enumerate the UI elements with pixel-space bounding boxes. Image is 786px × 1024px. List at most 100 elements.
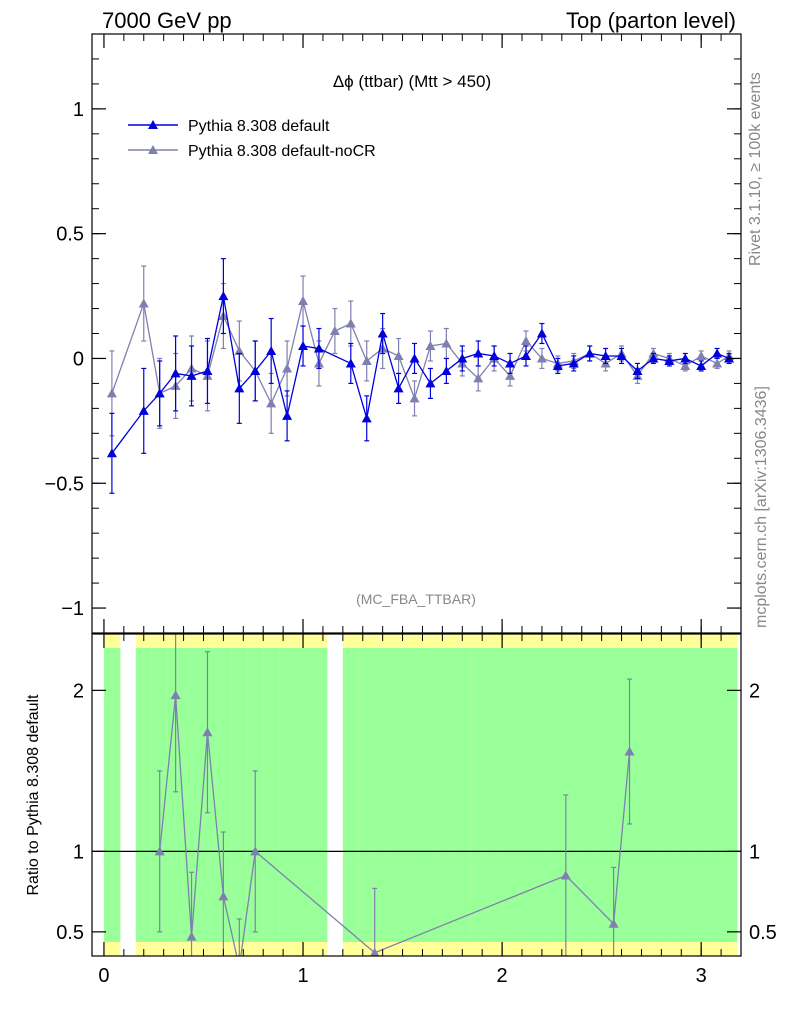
band-green [693,648,710,942]
band-green [613,648,631,942]
band-green [215,648,232,942]
band-green [135,648,153,942]
band-green [406,648,423,942]
ratio-nocr-point [218,891,229,901]
bottom-frame [91,633,742,957]
band-green [518,648,535,942]
series-nocr-point [361,355,372,365]
series-nocr-point [298,296,309,306]
ratio-nocr-point [186,931,197,941]
band-green [390,648,408,942]
series-default-point [616,350,627,360]
ratio-nocr-point [370,947,380,956]
band-green [661,648,678,942]
series-default-point [457,353,468,363]
main-plot: Δϕ (ttbar) (Mtt > 450) (MC_FBA_TTBAR) Py… [45,33,742,634]
x-tick-label: 0 [98,965,109,987]
series-default-point [186,370,197,380]
y-tick-label: 0.5 [56,224,84,246]
series-default-point [361,413,372,423]
series-nocr-point [138,298,149,308]
series-default-point [489,350,500,360]
ratio-nocr-point [202,727,213,737]
ratio-nocr-point [234,962,244,971]
ratio-nocr-point [624,746,635,756]
series-default-point [696,360,707,370]
band-green [310,648,328,942]
band-green [533,648,551,942]
series-default-point [473,348,484,358]
series-nocr-point [536,353,547,363]
series-nocr-point [409,393,420,403]
series-default-point [520,350,531,360]
y-tick-label: −0.5 [45,473,84,495]
legend-label: Pythia 8.308 default [188,118,330,135]
ratio-nocr-point [560,870,571,880]
series-nocr-point [473,373,484,383]
band-green [502,648,519,942]
ratio-y-tick-label-right: 1 [749,841,760,863]
rivet-label: Rivet 3.1.10, ≥ 100k events [747,72,764,266]
uncertainty-bands [103,634,738,956]
series-default-point [218,291,229,301]
y-tick-label: 1 [73,99,84,121]
series-default-point [313,343,324,353]
series-default-point [298,340,309,350]
x-tick-label: 2 [497,965,508,987]
legend-marker [148,145,158,154]
ratio-ylabel: Ratio to Pythia 8.308 default [25,694,42,896]
band-green [231,648,248,942]
band-green [295,648,312,942]
series-default-point [505,358,516,368]
series-default-point [393,383,404,393]
x-tick-label: 1 [297,965,308,987]
band-green [342,648,360,942]
band-green [103,648,121,942]
series-default-point [409,353,420,363]
band-green [438,648,455,942]
top-frame [91,33,742,634]
band-green [645,648,662,942]
series-default-point [648,353,659,363]
series-default-point [552,360,563,370]
series-default-point [377,328,388,338]
series-nocr-line [111,300,730,405]
series-default-point [154,388,165,398]
plot-title: Δϕ (ttbar) (Mtt > 450) [333,72,491,91]
legend-marker [148,120,158,129]
series-nocr-point [329,326,340,336]
series-nocr-point [393,350,404,360]
band-green [581,648,599,942]
y-tick-label: 0 [73,348,84,370]
y-tick-label: −1 [61,598,84,620]
x-tick-label: 3 [696,965,707,987]
series-nocr-point [282,363,293,373]
series-nocr-point [680,360,691,370]
band-green [422,648,439,942]
series-default-point [250,365,261,375]
series-default-point [425,378,436,388]
series-default-line [111,295,730,454]
header-right: Top (parton level) [566,8,736,33]
series-default-point [712,348,723,358]
ratio-nocr-line [159,695,631,956]
series-default-point [170,368,181,378]
band-green [374,648,392,942]
series-nocr-point [266,398,277,408]
band-green [565,648,583,942]
band-green [358,648,376,942]
series-default-point [202,365,213,375]
series-default-point [664,355,675,365]
legend: Pythia 8.308 default Pythia 8.308 default… [128,118,376,160]
series-nocr-point [234,345,245,355]
band-green [263,648,280,942]
mcplots-label: mcplots.cern.ch [arXiv:1306.3436] [753,386,770,628]
ratio-y-tick-label: 2 [73,680,84,702]
series-default-point [536,328,547,338]
series-default-point [106,448,117,458]
series-nocr-point [345,318,356,328]
band-green [597,648,615,942]
series-nocr-point [696,350,707,360]
series-default-point [234,383,245,393]
